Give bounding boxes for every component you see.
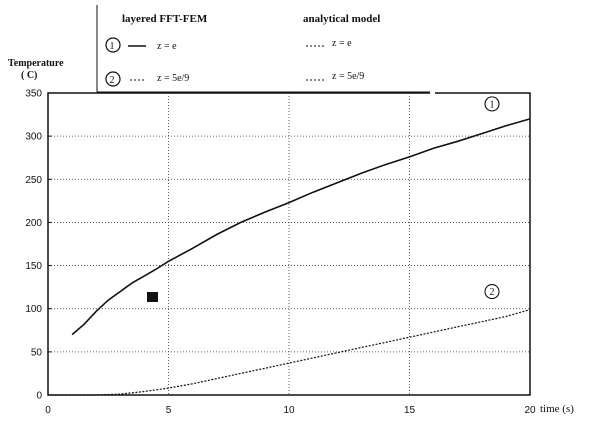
top-border-gap [430,91,435,95]
y-tick-label: 350 [25,89,42,100]
legend-row1-fem-label: z = e [157,41,177,52]
series-marker-label-2: 2 [490,287,495,298]
y-axis-unit: ( C) [21,70,37,81]
x-tick-label: 15 [404,405,416,416]
legend-row2-fem-label: z = 5e/9 [157,73,189,84]
legend-header-analytical: analytical model [303,13,380,25]
legend-marker-2-label: 2 [110,75,115,86]
legend-row2-analytical-label: z = 5e/9 [332,71,364,82]
y-tick-label: 300 [25,132,42,143]
x-tick-label: 5 [166,405,172,416]
tick-labels: 0 50 100 150 200 250 300 350 0 5 10 15 20 [25,89,536,417]
legend: layered FFT-FEM analytical model 1 z = e… [96,5,430,93]
series-line-2 [48,309,531,396]
black-square-marker [147,292,158,302]
y-tick-label: 50 [31,347,43,358]
y-tick-label: 100 [25,304,42,315]
x-tick-label: 20 [524,405,536,416]
legend-row1-analytical-label: z = e [332,38,352,49]
series-marker-label-1: 1 [490,99,495,110]
x-tick-label: 0 [45,405,51,416]
x-axis-title: time (s) [540,403,574,415]
series-marker-circle-1 [484,96,500,112]
grid-lines [48,92,530,396]
y-tick-label: 0 [36,391,42,402]
legend-marker-1-label: 1 [110,41,115,52]
y-tick-label: 200 [25,218,42,229]
x-tick-label: 10 [283,405,295,416]
y-axis-title: Temperature [8,58,64,69]
legend-header-fem: layered FFT-FEM [122,13,208,25]
y-tick-label: 150 [25,261,42,272]
y-tick-label: 250 [25,175,42,186]
legend-marker-1 [105,37,121,53]
series-marker-circle-2 [484,284,500,300]
legend-marker-2 [105,71,121,87]
series-line-1 [71,118,531,336]
series-lines [48,118,531,396]
series-markers: 12 [484,96,500,300]
